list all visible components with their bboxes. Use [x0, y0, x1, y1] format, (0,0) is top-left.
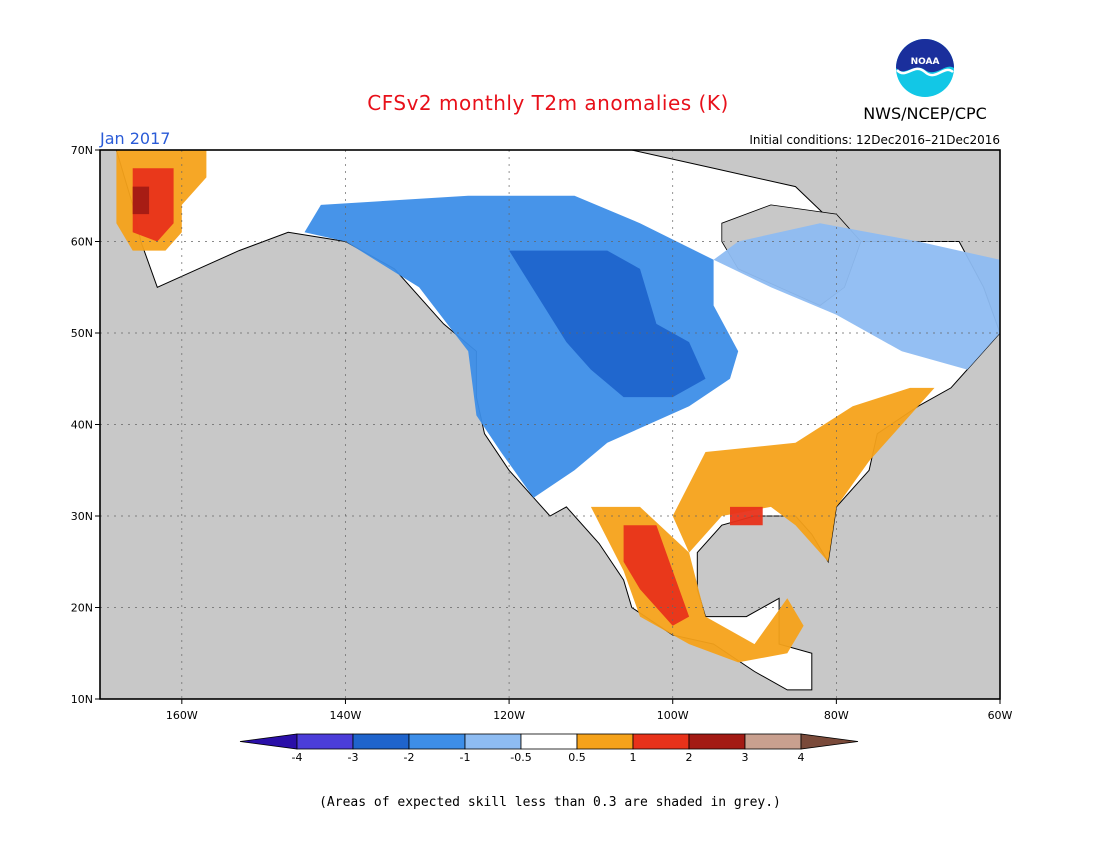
colorbar-label: 0.5 — [568, 751, 586, 764]
lon-tick-label: 100W — [657, 709, 689, 722]
lon-tick-label: 140W — [330, 709, 362, 722]
initial-conditions: Initial conditions: 12Dec2016–21Dec2016 — [749, 133, 1000, 147]
anomaly-region-2 — [132, 186, 150, 215]
latitude-labels: 70N 60N 50N 40N 30N 20N 10N — [71, 144, 100, 706]
lat-tick-label: 60N — [71, 236, 93, 249]
logo-text: NOAA — [911, 57, 940, 67]
noaa-logo: NOAA — [896, 39, 954, 97]
colorbar-extend-low — [239, 733, 298, 750]
skill-note: (Areas of expected skill less than 0.3 a… — [319, 795, 781, 810]
colorbar-extend-high — [800, 733, 859, 750]
colorbar-swatch — [352, 733, 410, 750]
colorbar-swatch — [520, 733, 578, 750]
lon-tick-label: 60W — [988, 709, 1013, 722]
colorbar-label: -3 — [348, 751, 359, 764]
colorbar-label: 2 — [686, 751, 693, 764]
colorbar-label: 3 — [742, 751, 749, 764]
colorbar-swatch — [464, 733, 522, 750]
lat-tick-label: 30N — [71, 510, 93, 523]
colorbar-label: 4 — [798, 751, 805, 764]
colorbar-label: -0.5 — [510, 751, 531, 764]
anomaly-region-7 — [730, 506, 763, 526]
anomaly-region-5 — [713, 223, 1000, 370]
anomaly-region-4 — [509, 250, 706, 398]
lon-tick-label: 120W — [493, 709, 525, 722]
anomaly-region-9 — [623, 525, 690, 626]
lat-tick-label: 20N — [71, 602, 93, 615]
forecast-month: Jan 2017 — [99, 129, 170, 148]
lat-tick-label: 70N — [71, 144, 93, 157]
colorbar-swatch — [408, 733, 466, 750]
lat-tick-label: 40N — [71, 419, 93, 432]
map-panel — [99, 149, 1001, 700]
longitude-labels: 160W 140W 120W 100W 80W 60W — [166, 699, 1013, 722]
anomaly-region-6 — [672, 387, 935, 562]
colorbar-swatch — [296, 733, 354, 750]
anomaly-layer — [116, 150, 1000, 663]
chart-title: CFSv2 monthly T2m anomalies (K) — [367, 91, 729, 115]
colorbar-swatch — [688, 733, 746, 750]
colorbar-swatch — [632, 733, 690, 750]
lon-tick-label: 160W — [166, 709, 198, 722]
agency-label: NWS/NCEP/CPC — [863, 104, 987, 123]
colorbar-label: -2 — [404, 751, 415, 764]
colorbar-label: -1 — [460, 751, 471, 764]
colorbar-label: -4 — [292, 751, 303, 764]
lat-tick-label: 50N — [71, 327, 93, 340]
lon-tick-label: 80W — [824, 709, 849, 722]
lat-tick-label: 10N — [71, 693, 93, 706]
colorbar-swatch — [744, 733, 802, 750]
colorbar: -4 -3 -2 -1 -0.5 0.5 1 2 3 4 — [239, 733, 859, 764]
colorbar-swatch — [576, 733, 634, 750]
colorbar-label: 1 — [630, 751, 637, 764]
